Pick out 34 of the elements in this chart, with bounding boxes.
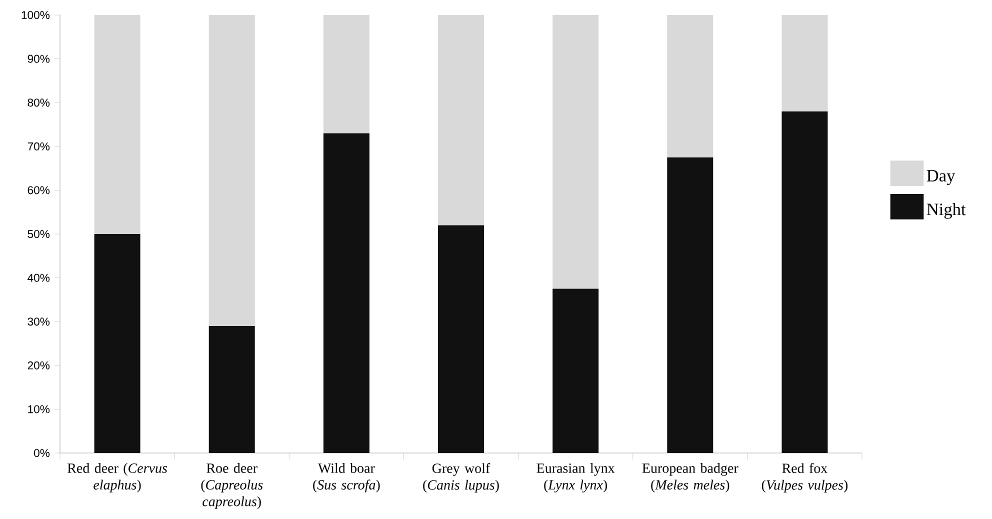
legend-label: Day (926, 170, 956, 186)
bar (782, 111, 828, 453)
bar (667, 15, 714, 158)
x-tick-label: Eurasian lynx (Lynx lynx) (536, 463, 615, 492)
x-tick-label: Roe deer (Capreolus capreolus) (201, 463, 263, 510)
bar (323, 15, 370, 134)
bar (782, 15, 828, 112)
bar (208, 326, 255, 453)
x-tick-label: Grey wolf (Canis lupus) (423, 463, 499, 493)
x-tick-label: Wild boar (Sus scrofa) (313, 463, 380, 492)
bar (208, 15, 255, 326)
y-tick-label: 20% (28, 361, 50, 370)
bar (94, 15, 140, 234)
bar (438, 15, 484, 226)
y-tick-label: 80% (28, 98, 50, 107)
y-tick-label: 10% (28, 405, 50, 414)
y-tick-label: 90% (28, 54, 50, 63)
y-tick-label: 30% (28, 318, 50, 326)
y-tick-label: 0% (34, 449, 50, 458)
y-tick-label: 40% (28, 274, 50, 282)
bar (323, 133, 370, 453)
y-tick-label: 70% (28, 142, 50, 150)
bar (552, 288, 599, 453)
y-tick-label: 60% (28, 186, 50, 194)
category-label: Red fox (Vulpes vulpes) (762, 463, 848, 493)
y-tick-label: 50% (28, 230, 50, 238)
bar (438, 225, 484, 453)
y-tick-label: 100% (22, 11, 50, 20)
bar (552, 15, 599, 289)
legend-label: Night (926, 203, 966, 219)
x-tick-label: Red deer (Cervus elaphus) (68, 463, 168, 492)
bar (667, 157, 714, 453)
bar (94, 234, 140, 453)
x-tick-label: European badger (Meles meles) (642, 463, 738, 492)
